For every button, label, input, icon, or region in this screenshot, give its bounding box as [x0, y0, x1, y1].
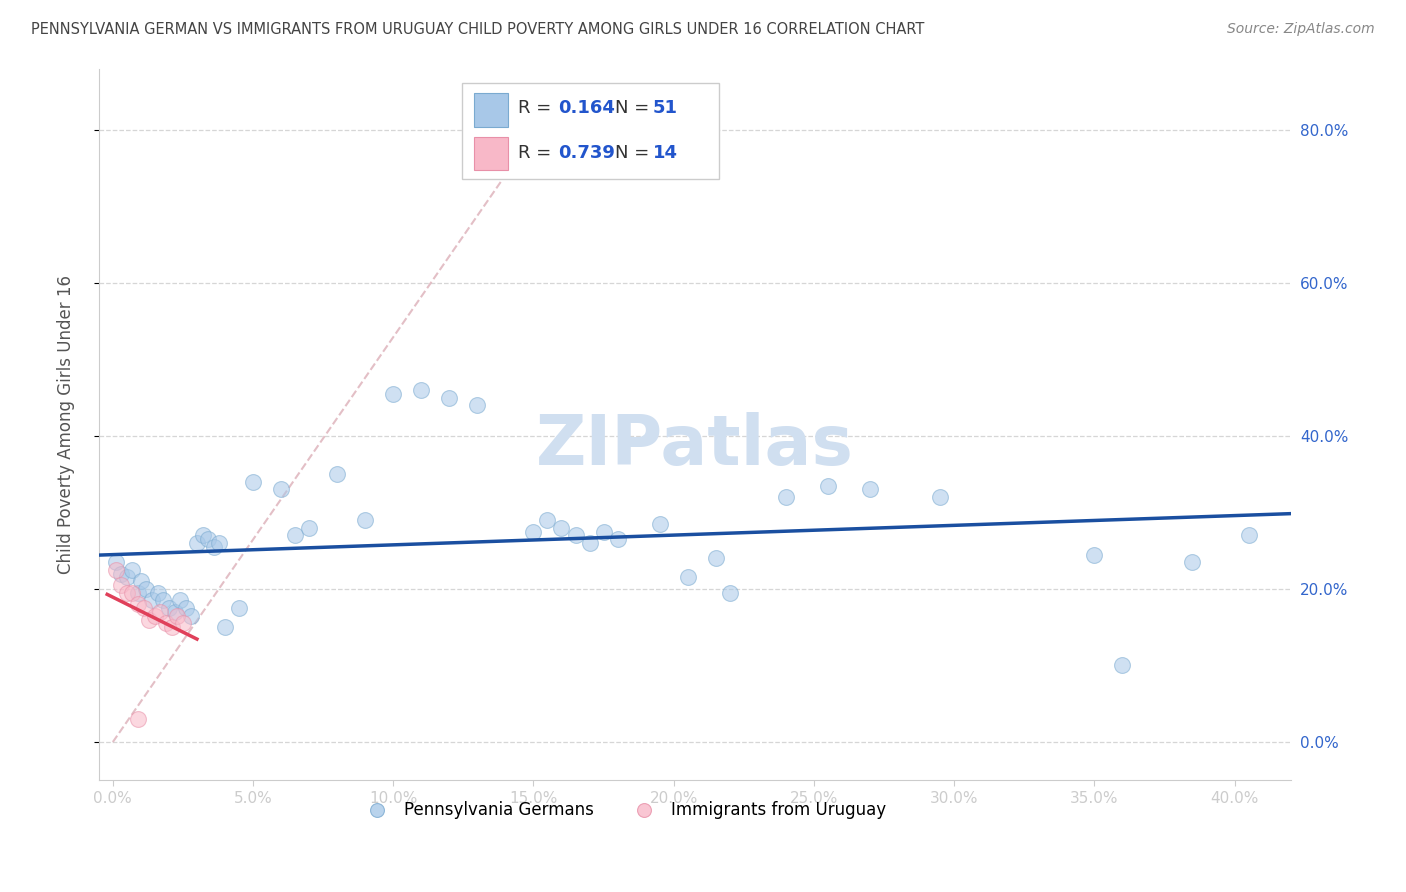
Point	[859, 483, 882, 497]
Point	[157, 601, 180, 615]
Point	[172, 616, 194, 631]
Point	[817, 478, 839, 492]
Text: 0.164: 0.164	[558, 99, 614, 117]
Point	[775, 490, 797, 504]
Text: 51: 51	[652, 99, 678, 117]
Point	[382, 386, 405, 401]
Point	[467, 398, 489, 412]
Point	[127, 712, 149, 726]
Point	[152, 593, 174, 607]
Point	[270, 483, 292, 497]
Point	[439, 391, 461, 405]
Point	[1111, 658, 1133, 673]
Point	[284, 528, 307, 542]
Point	[186, 536, 208, 550]
Bar	[474, 136, 508, 170]
Point	[298, 521, 321, 535]
Point	[242, 475, 264, 489]
Text: N =: N =	[614, 144, 655, 161]
Point	[704, 551, 727, 566]
Point	[141, 593, 163, 607]
Point	[110, 566, 132, 581]
Legend: Pennsylvania Germans, Immigrants from Uruguay: Pennsylvania Germans, Immigrants from Ur…	[354, 794, 893, 825]
Point	[169, 593, 191, 607]
Text: Source: ZipAtlas.com: Source: ZipAtlas.com	[1227, 22, 1375, 37]
Point	[326, 467, 349, 482]
Point	[163, 605, 186, 619]
Text: R =: R =	[519, 99, 557, 117]
Point	[104, 563, 127, 577]
Point	[208, 536, 231, 550]
Point	[606, 532, 628, 546]
Text: PENNSYLVANIA GERMAN VS IMMIGRANTS FROM URUGUAY CHILD POVERTY AMONG GIRLS UNDER 1: PENNSYLVANIA GERMAN VS IMMIGRANTS FROM U…	[31, 22, 924, 37]
Y-axis label: Child Poverty Among Girls Under 16: Child Poverty Among Girls Under 16	[58, 275, 75, 574]
Point	[191, 528, 214, 542]
Point	[115, 570, 138, 584]
Point	[214, 620, 236, 634]
Point	[166, 608, 188, 623]
Point	[411, 383, 433, 397]
Point	[354, 513, 377, 527]
Point	[197, 532, 219, 546]
Point	[180, 608, 202, 623]
Text: 14: 14	[652, 144, 678, 161]
Point	[1083, 548, 1105, 562]
Point	[132, 601, 155, 615]
Text: 0.739: 0.739	[558, 144, 614, 161]
Point	[1181, 555, 1204, 569]
Point	[110, 578, 132, 592]
Point	[127, 597, 149, 611]
Point	[127, 586, 149, 600]
Point	[564, 528, 586, 542]
Point	[115, 586, 138, 600]
Point	[718, 586, 741, 600]
Point	[121, 563, 143, 577]
Point	[522, 524, 544, 539]
Point	[550, 521, 572, 535]
FancyBboxPatch shape	[463, 83, 718, 178]
Text: R =: R =	[519, 144, 557, 161]
Point	[143, 608, 166, 623]
Point	[146, 586, 169, 600]
Point	[1237, 528, 1260, 542]
Point	[129, 574, 152, 589]
Text: ZIPatlas: ZIPatlas	[536, 412, 853, 479]
Point	[578, 536, 600, 550]
Point	[104, 555, 127, 569]
Point	[121, 586, 143, 600]
Point	[135, 582, 157, 596]
Point	[929, 490, 952, 504]
Point	[138, 613, 160, 627]
Point	[160, 620, 183, 634]
Point	[155, 616, 177, 631]
Bar	[474, 94, 508, 127]
Point	[149, 605, 172, 619]
Point	[228, 601, 250, 615]
Point	[676, 570, 699, 584]
Point	[174, 601, 197, 615]
Point	[648, 516, 671, 531]
Point	[202, 540, 225, 554]
Point	[592, 524, 614, 539]
Point	[536, 513, 558, 527]
Text: N =: N =	[614, 99, 655, 117]
